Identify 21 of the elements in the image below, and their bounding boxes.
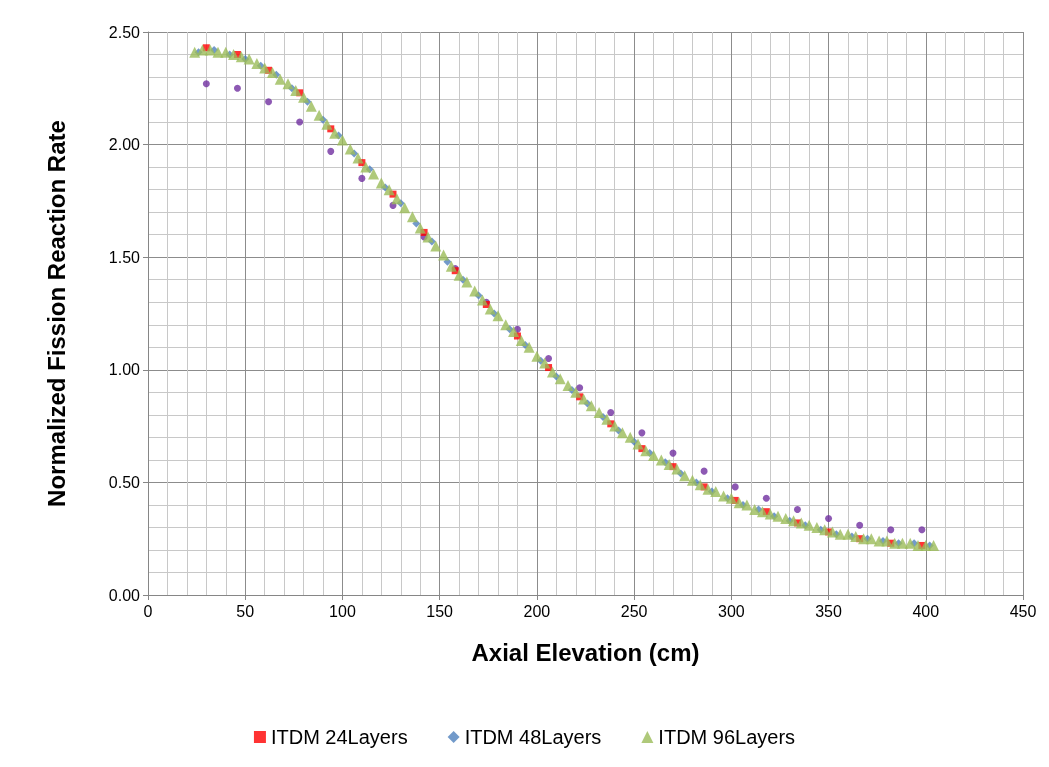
x-tick-label: 250 (620, 602, 648, 620)
legend-label: ITDM 24Layers (270, 726, 408, 748)
x-tick-label: 200 (523, 602, 551, 620)
x-axis-title: Axial Elevation (cm) (471, 638, 700, 666)
x-tick-label: 0 (143, 602, 153, 620)
y-tick-label: 2.00 (108, 136, 141, 154)
y-tick-label: 1.00 (108, 361, 141, 379)
legend-label: ITDM 48Layers (464, 726, 602, 748)
y-axis-title: Normalized Fission Reaction Rate (42, 120, 70, 507)
y-tick-label: 1.50 (108, 248, 141, 266)
x-tick-label: 450 (1009, 602, 1037, 620)
y-tick-label: 0.50 (108, 473, 141, 491)
y-tick-label: 0.00 (108, 586, 141, 604)
x-tick-label: 50 (236, 602, 255, 620)
legend-label: ITDM 96Layers (658, 726, 796, 748)
x-tick-label: 400 (912, 602, 940, 620)
x-tick-label: 100 (329, 602, 356, 620)
x-tick-label: 150 (426, 602, 454, 620)
y-tick-label: 2.50 (108, 23, 141, 41)
x-tick-label: 350 (815, 602, 842, 620)
x-tick-label: 300 (717, 602, 745, 620)
